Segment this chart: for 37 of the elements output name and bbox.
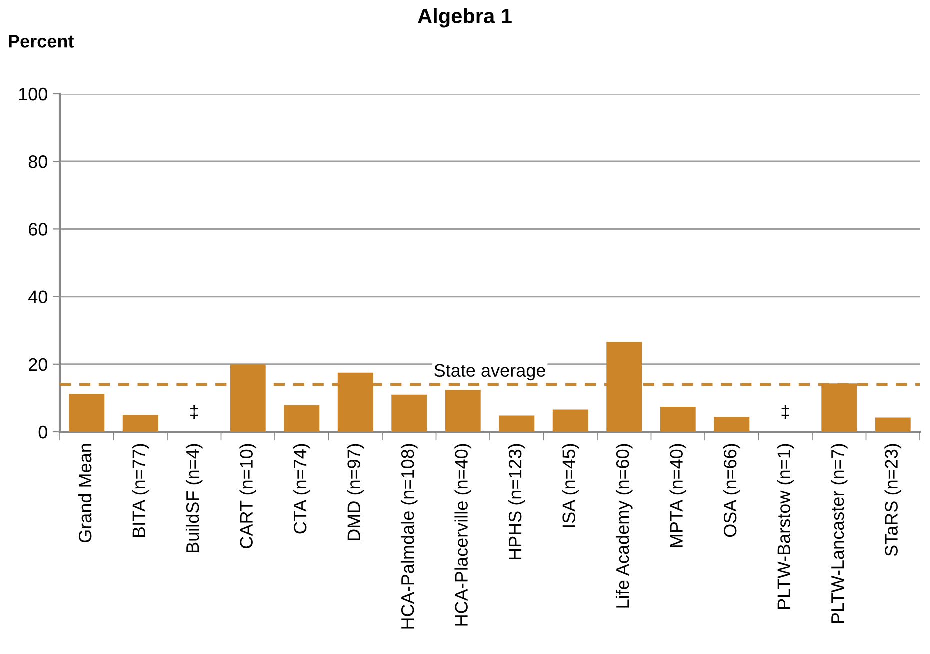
bar	[875, 418, 911, 432]
x-tick-label: BuildSF (n=4)	[186, 444, 203, 553]
x-tick-label: CTA (n=74)	[293, 444, 310, 534]
y-tick-label: 20	[29, 358, 48, 372]
bar	[122, 415, 158, 432]
y-axis-title: Percent	[9, 35, 74, 48]
bar	[714, 417, 750, 432]
x-tick-label: Grand Mean	[78, 444, 92, 543]
x-tick-label: MPTA (n=40)	[670, 444, 687, 548]
bar	[445, 390, 481, 432]
x-tick-label: HPHS (n=123)	[508, 444, 526, 560]
bar	[284, 405, 320, 432]
bar	[392, 394, 428, 432]
x-tick-label: Life Academy (n=60)	[616, 444, 633, 608]
x-tick-label: PLTW-Lancaster (n=7)	[830, 444, 848, 624]
ref-line-label: State average	[434, 364, 546, 381]
y-tick-label: 0	[38, 426, 48, 439]
x-tick-label: PLTW-Barstow (n=1)	[777, 444, 794, 610]
x-tick-label: HCA-Palmdale (n=108)	[400, 444, 418, 629]
bar	[69, 394, 105, 432]
x-tick-label: ISA (n=45)	[562, 444, 580, 528]
annotation: ‡	[190, 404, 198, 420]
x-tick-label: OSA (n=66)	[723, 444, 740, 538]
x-tick-label: STaRS (n=23)	[884, 444, 902, 556]
x-tick-label: CART (n=10)	[240, 444, 257, 548]
x-tick-label: HCA-Placerville (n=40)	[454, 444, 472, 626]
x-tick-label: DMD (n=97)	[347, 444, 364, 540]
bar	[499, 416, 535, 432]
bar	[552, 410, 588, 432]
annotation: ‡	[782, 404, 790, 420]
y-tick-label: 40	[28, 290, 48, 304]
x-tick-label: BITA (n=77)	[132, 444, 150, 538]
y-tick-label: 100	[19, 88, 48, 101]
bar	[660, 406, 696, 432]
y-tick-label: 60	[29, 223, 48, 236]
chart-title: Algebra 1	[418, 8, 512, 28]
y-tick-label: 80	[28, 156, 48, 168]
